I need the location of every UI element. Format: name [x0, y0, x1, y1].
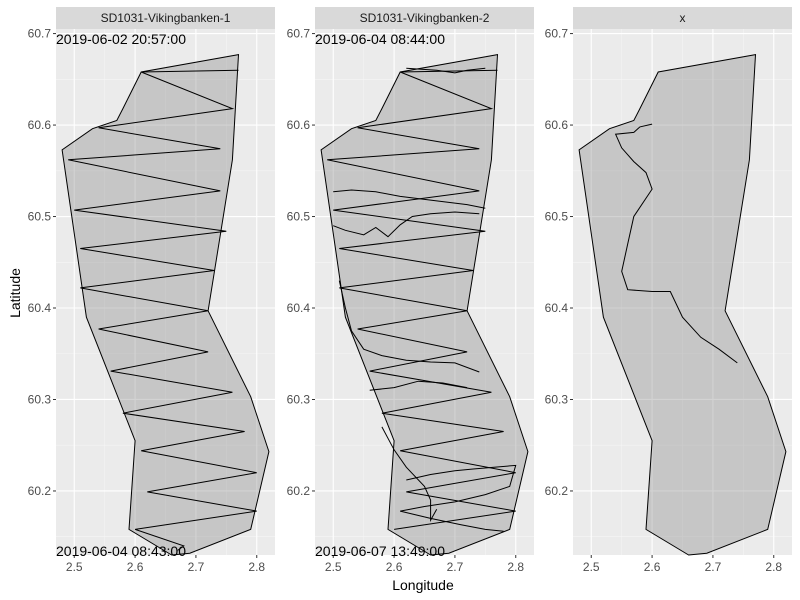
- y-tick-label: 60.2: [287, 484, 311, 498]
- y-tick-label: 60.5: [545, 210, 569, 224]
- panel-3: x 60.2 60.3 60.4 60.5 60.6 60.7 2.5 2.6 2.7 2.8: [545, 7, 792, 574]
- survey-area-polygon: [578, 53, 787, 556]
- y-tick-label: 60.2: [28, 484, 52, 498]
- y-tick-label: 60.6: [287, 118, 311, 132]
- x-tick-label: 2.8: [765, 560, 782, 574]
- panel-2: SD1031-Vikingbanken-2 60.2 60.3 60.4 60.5 60.…: [287, 7, 534, 574]
- x-tick-label: 2.6: [386, 560, 403, 574]
- y-tick-label: 60.4: [287, 301, 311, 315]
- y-tick-label: 60.4: [545, 301, 569, 315]
- x-tick-label: 2.5: [583, 560, 600, 574]
- y-tick-label: 60.5: [287, 210, 311, 224]
- y-tick-label: 60.7: [287, 27, 311, 41]
- vessel-track-segment: [333, 211, 480, 238]
- x-tick-label: 2.6: [127, 560, 144, 574]
- end-time-label: 2019-06-07 13:49:00: [315, 543, 445, 559]
- x-axis-title: Longitude: [392, 577, 454, 593]
- x-tick-label: 2.8: [248, 560, 265, 574]
- y-tick-label: 60.3: [287, 392, 311, 406]
- panel-strip: [315, 7, 534, 29]
- y-tick-label: 60.6: [28, 118, 52, 132]
- x-tick-label: 2.7: [447, 560, 464, 574]
- x-tick-label: 2.7: [188, 560, 205, 574]
- panel-strip-label: x: [680, 11, 686, 25]
- panel-1: SD1031-Vikingbanken-1 60.2 60.3 60.4 60.5 60.…: [28, 7, 275, 574]
- start-time-label: 2019-06-04 08:44:00: [315, 31, 445, 47]
- y-tick-label: 60.7: [28, 27, 52, 41]
- y-tick-label: 60.7: [545, 27, 569, 41]
- vessel-track-segment: [406, 67, 486, 74]
- y-tick-label: 60.3: [28, 392, 52, 406]
- end-time-label: 2019-06-04 08:43:00: [56, 543, 186, 559]
- vessel-track-line: [327, 69, 516, 530]
- vessel-track-segment: [369, 380, 468, 391]
- x-tick-label: 2.5: [66, 560, 83, 574]
- vessel-track-segment: [381, 426, 438, 523]
- panel-strip-label: SD1031-Vikingbanken-2: [360, 11, 490, 25]
- y-tick-label: 60.4: [28, 301, 52, 315]
- vessel-track-line: [614, 123, 738, 364]
- panel-strip: [56, 7, 275, 29]
- vessel-track-line: [68, 69, 257, 551]
- y-tick-label: 60.3: [545, 392, 569, 406]
- start-time-label: 2019-06-02 20:57:00: [56, 31, 186, 47]
- panel-strip-label: SD1031-Vikingbanken-1: [101, 11, 231, 25]
- panel-strip: [573, 7, 792, 29]
- x-tick-label: 2.5: [325, 560, 342, 574]
- x-tick-label: 2.6: [644, 560, 661, 574]
- x-tick-label: 2.8: [507, 560, 524, 574]
- y-tick-label: 60.6: [545, 118, 569, 132]
- vessel-track-segment: [338, 280, 480, 373]
- vessel-track-segment: [400, 464, 517, 512]
- vessel-track-segment: [400, 510, 504, 532]
- vessel-track-segment: [333, 189, 486, 209]
- y-tick-label: 60.5: [28, 210, 52, 224]
- x-tick-label: 2.7: [705, 560, 722, 574]
- y-axis-title: Latitude: [7, 268, 23, 318]
- y-tick-label: 60.2: [545, 484, 569, 498]
